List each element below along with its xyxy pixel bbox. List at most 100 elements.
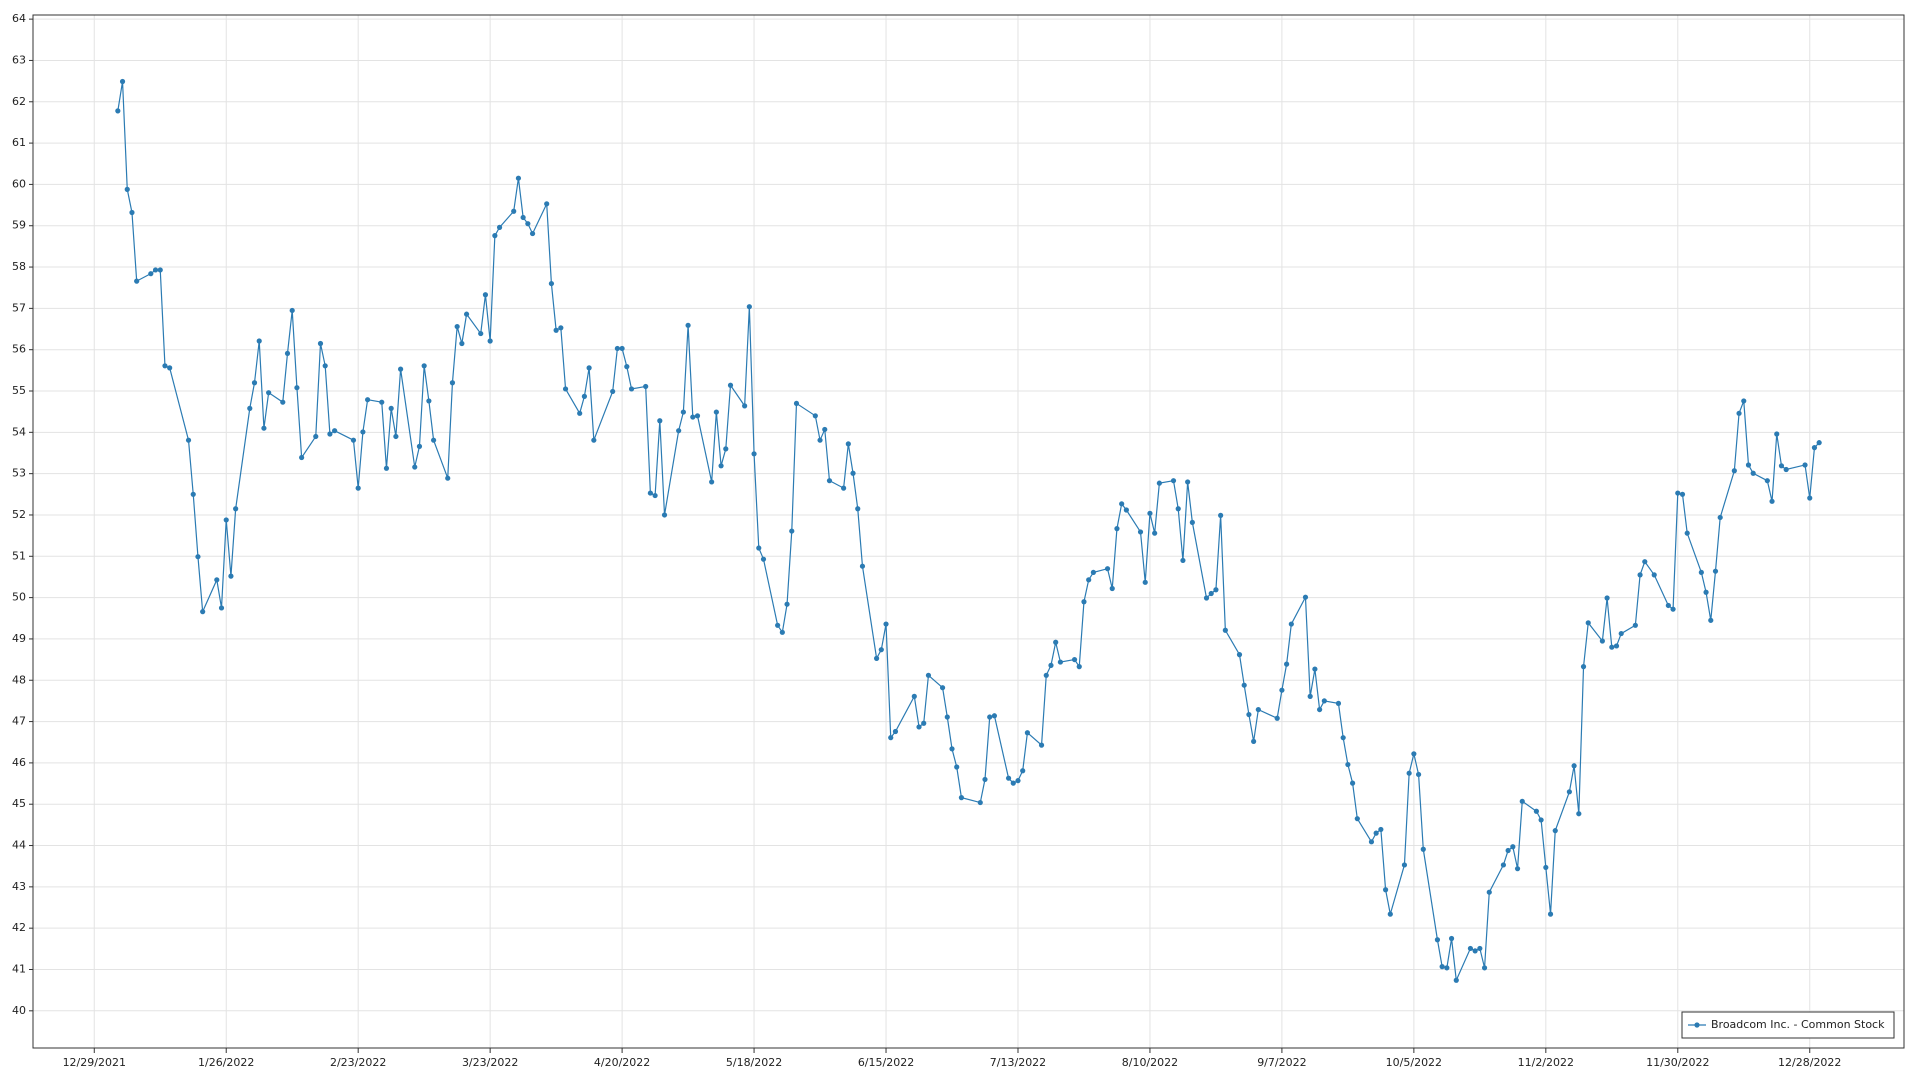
x-tick-label: 3/23/2022 <box>462 1056 518 1069</box>
data-point <box>1302 594 1309 600</box>
data-point <box>1434 937 1441 943</box>
data-point <box>478 330 484 337</box>
data-point <box>1340 735 1346 741</box>
data-point <box>760 556 767 562</box>
data-point <box>1802 462 1808 468</box>
data-point <box>251 380 258 386</box>
data-point <box>284 350 291 357</box>
data-point <box>591 437 597 443</box>
data-point <box>1613 643 1620 649</box>
data-point <box>520 214 526 221</box>
data-point <box>841 485 847 491</box>
data-point <box>190 491 196 497</box>
data-point <box>350 437 357 443</box>
data-point <box>1010 780 1016 786</box>
data-point <box>1043 672 1049 678</box>
data-point <box>119 78 126 85</box>
y-tick-label: 51 <box>12 549 26 562</box>
data-point <box>322 363 328 369</box>
data-point <box>430 437 437 443</box>
data-point <box>1618 630 1624 637</box>
data-point <box>817 437 823 443</box>
data-point <box>553 327 559 333</box>
data-point <box>1274 715 1280 721</box>
data-point <box>129 209 135 216</box>
data-point <box>487 338 493 344</box>
y-tick-label: 44 <box>12 839 26 852</box>
y-tick-label: 43 <box>12 880 26 893</box>
data-point <box>1453 977 1459 983</box>
data-point <box>756 545 762 551</box>
data-point <box>746 304 752 310</box>
data-point <box>661 512 668 518</box>
data-point <box>280 399 286 405</box>
x-tick-label: 12/29/2021 <box>63 1056 126 1069</box>
data-point <box>1203 595 1210 601</box>
data-point <box>1005 775 1012 781</box>
data-point <box>454 323 460 330</box>
data-point <box>1477 945 1483 952</box>
data-point <box>445 475 451 481</box>
data-point <box>1637 572 1643 578</box>
x-tick-label: 5/18/2022 <box>726 1056 782 1069</box>
data-point <box>1382 887 1389 893</box>
data-point <box>987 714 993 720</box>
data-point <box>1053 639 1059 645</box>
data-point <box>115 108 121 114</box>
data-point <box>1123 507 1129 513</box>
data-point <box>1401 862 1408 868</box>
data-point <box>459 340 465 347</box>
data-point <box>289 307 295 314</box>
data-point <box>1406 770 1412 776</box>
data-point <box>1142 579 1148 585</box>
data-point <box>1354 816 1360 822</box>
data-point <box>1580 664 1587 670</box>
data-point <box>1741 398 1747 404</box>
data-point <box>850 470 856 476</box>
data-point <box>1288 621 1294 627</box>
y-tick-label: 63 <box>12 53 26 66</box>
data-point <box>379 399 385 405</box>
data-point <box>685 322 691 328</box>
x-tick-label: 11/30/2022 <box>1646 1056 1709 1069</box>
data-point <box>793 400 800 407</box>
data-point <box>647 490 653 496</box>
data-point <box>1387 911 1393 917</box>
data-point <box>1444 965 1450 971</box>
data-point <box>1137 529 1144 535</box>
data-point <box>657 418 663 424</box>
y-tick-label: 46 <box>12 756 26 769</box>
data-point <box>812 413 818 419</box>
data-point <box>1109 585 1115 592</box>
data-point <box>1519 798 1525 804</box>
data-point <box>157 267 163 273</box>
data-point <box>1104 566 1111 572</box>
data-point <box>1552 828 1558 834</box>
data-point <box>1335 700 1342 706</box>
data-point <box>949 746 955 752</box>
data-point <box>195 554 201 560</box>
y-tick-label: 58 <box>12 260 26 273</box>
data-point <box>482 292 489 298</box>
data-point <box>1543 864 1549 871</box>
data-point <box>845 441 851 447</box>
data-point <box>1090 569 1096 576</box>
data-point <box>577 410 583 416</box>
data-point <box>1345 761 1351 768</box>
y-tick-label: 48 <box>12 673 26 686</box>
y-tick-label: 55 <box>12 384 26 397</box>
data-point <box>1439 963 1445 970</box>
y-tick-label: 62 <box>12 95 26 108</box>
data-point <box>888 735 894 741</box>
data-point <box>742 403 748 409</box>
data-point <box>954 764 960 770</box>
data-point <box>299 454 305 461</box>
data-point <box>355 485 361 491</box>
data-point <box>185 437 192 443</box>
data-point <box>1642 559 1648 565</box>
data-point <box>977 799 983 806</box>
data-point <box>826 478 833 484</box>
data-point <box>1679 491 1686 497</box>
